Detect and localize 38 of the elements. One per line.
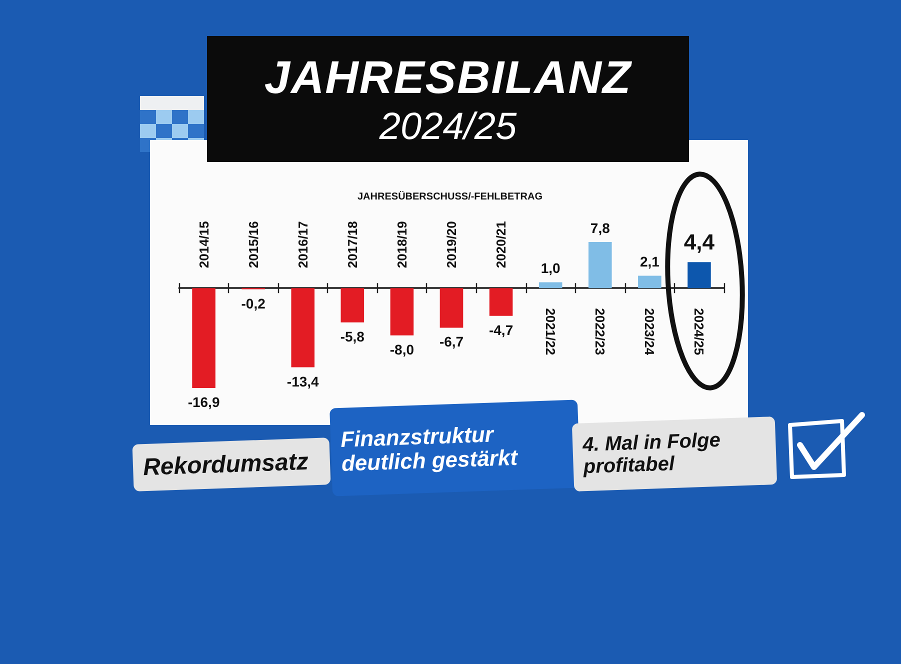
data-label: 1,0 [540, 260, 561, 276]
data-label: -8,0 [390, 341, 414, 358]
x-tick-label: 2021/22 [543, 308, 558, 356]
data-label: -0,2 [241, 295, 266, 312]
data-label: -6,7 [439, 334, 464, 350]
data-label: -4,7 [488, 322, 514, 338]
bar [291, 288, 315, 368]
bar [340, 288, 364, 322]
bar [440, 288, 464, 328]
data-label: -13,4 [286, 373, 320, 390]
bar [489, 288, 513, 316]
bar [688, 262, 711, 288]
x-tick-label: 2015/16 [246, 221, 261, 268]
x-tick-label: 2018/19 [394, 221, 410, 268]
x-tick-label: 2020/21 [494, 221, 509, 268]
text: 4. Mal in Folge profitabel [582, 429, 722, 479]
data-label: -5,8 [340, 328, 365, 344]
text: Rekordumsatz [142, 448, 309, 481]
x-tick-label: 2017/18 [344, 221, 360, 268]
chart-title: JAHRESBILANZ [263, 50, 633, 104]
x-tick-label: 2024/25 [692, 308, 707, 356]
bar [538, 282, 562, 288]
data-label: 4,4 [684, 230, 716, 255]
bar [638, 276, 662, 288]
x-tick-label: 2022/23 [592, 308, 608, 356]
data-label: 2,1 [640, 254, 660, 270]
bar [588, 242, 612, 288]
data-label: 7,8 [590, 220, 610, 236]
data-label: -16,9 [188, 394, 220, 410]
x-tick-label: 2019/20 [444, 221, 459, 268]
x-tick-label: 2023/24 [642, 308, 658, 356]
y-axis-title: JAHRESÜBERSCHUSS/-FEHLBETRAG [357, 190, 543, 202]
bar [390, 288, 414, 336]
text: Finanzstruktur deutlich gestärkt [340, 420, 519, 476]
x-tick-label: 2014/15 [196, 221, 212, 268]
chart-subtitle: 2024/25 [378, 105, 518, 150]
x-tick-label: 2016/17 [295, 221, 310, 268]
bar [192, 288, 216, 388]
